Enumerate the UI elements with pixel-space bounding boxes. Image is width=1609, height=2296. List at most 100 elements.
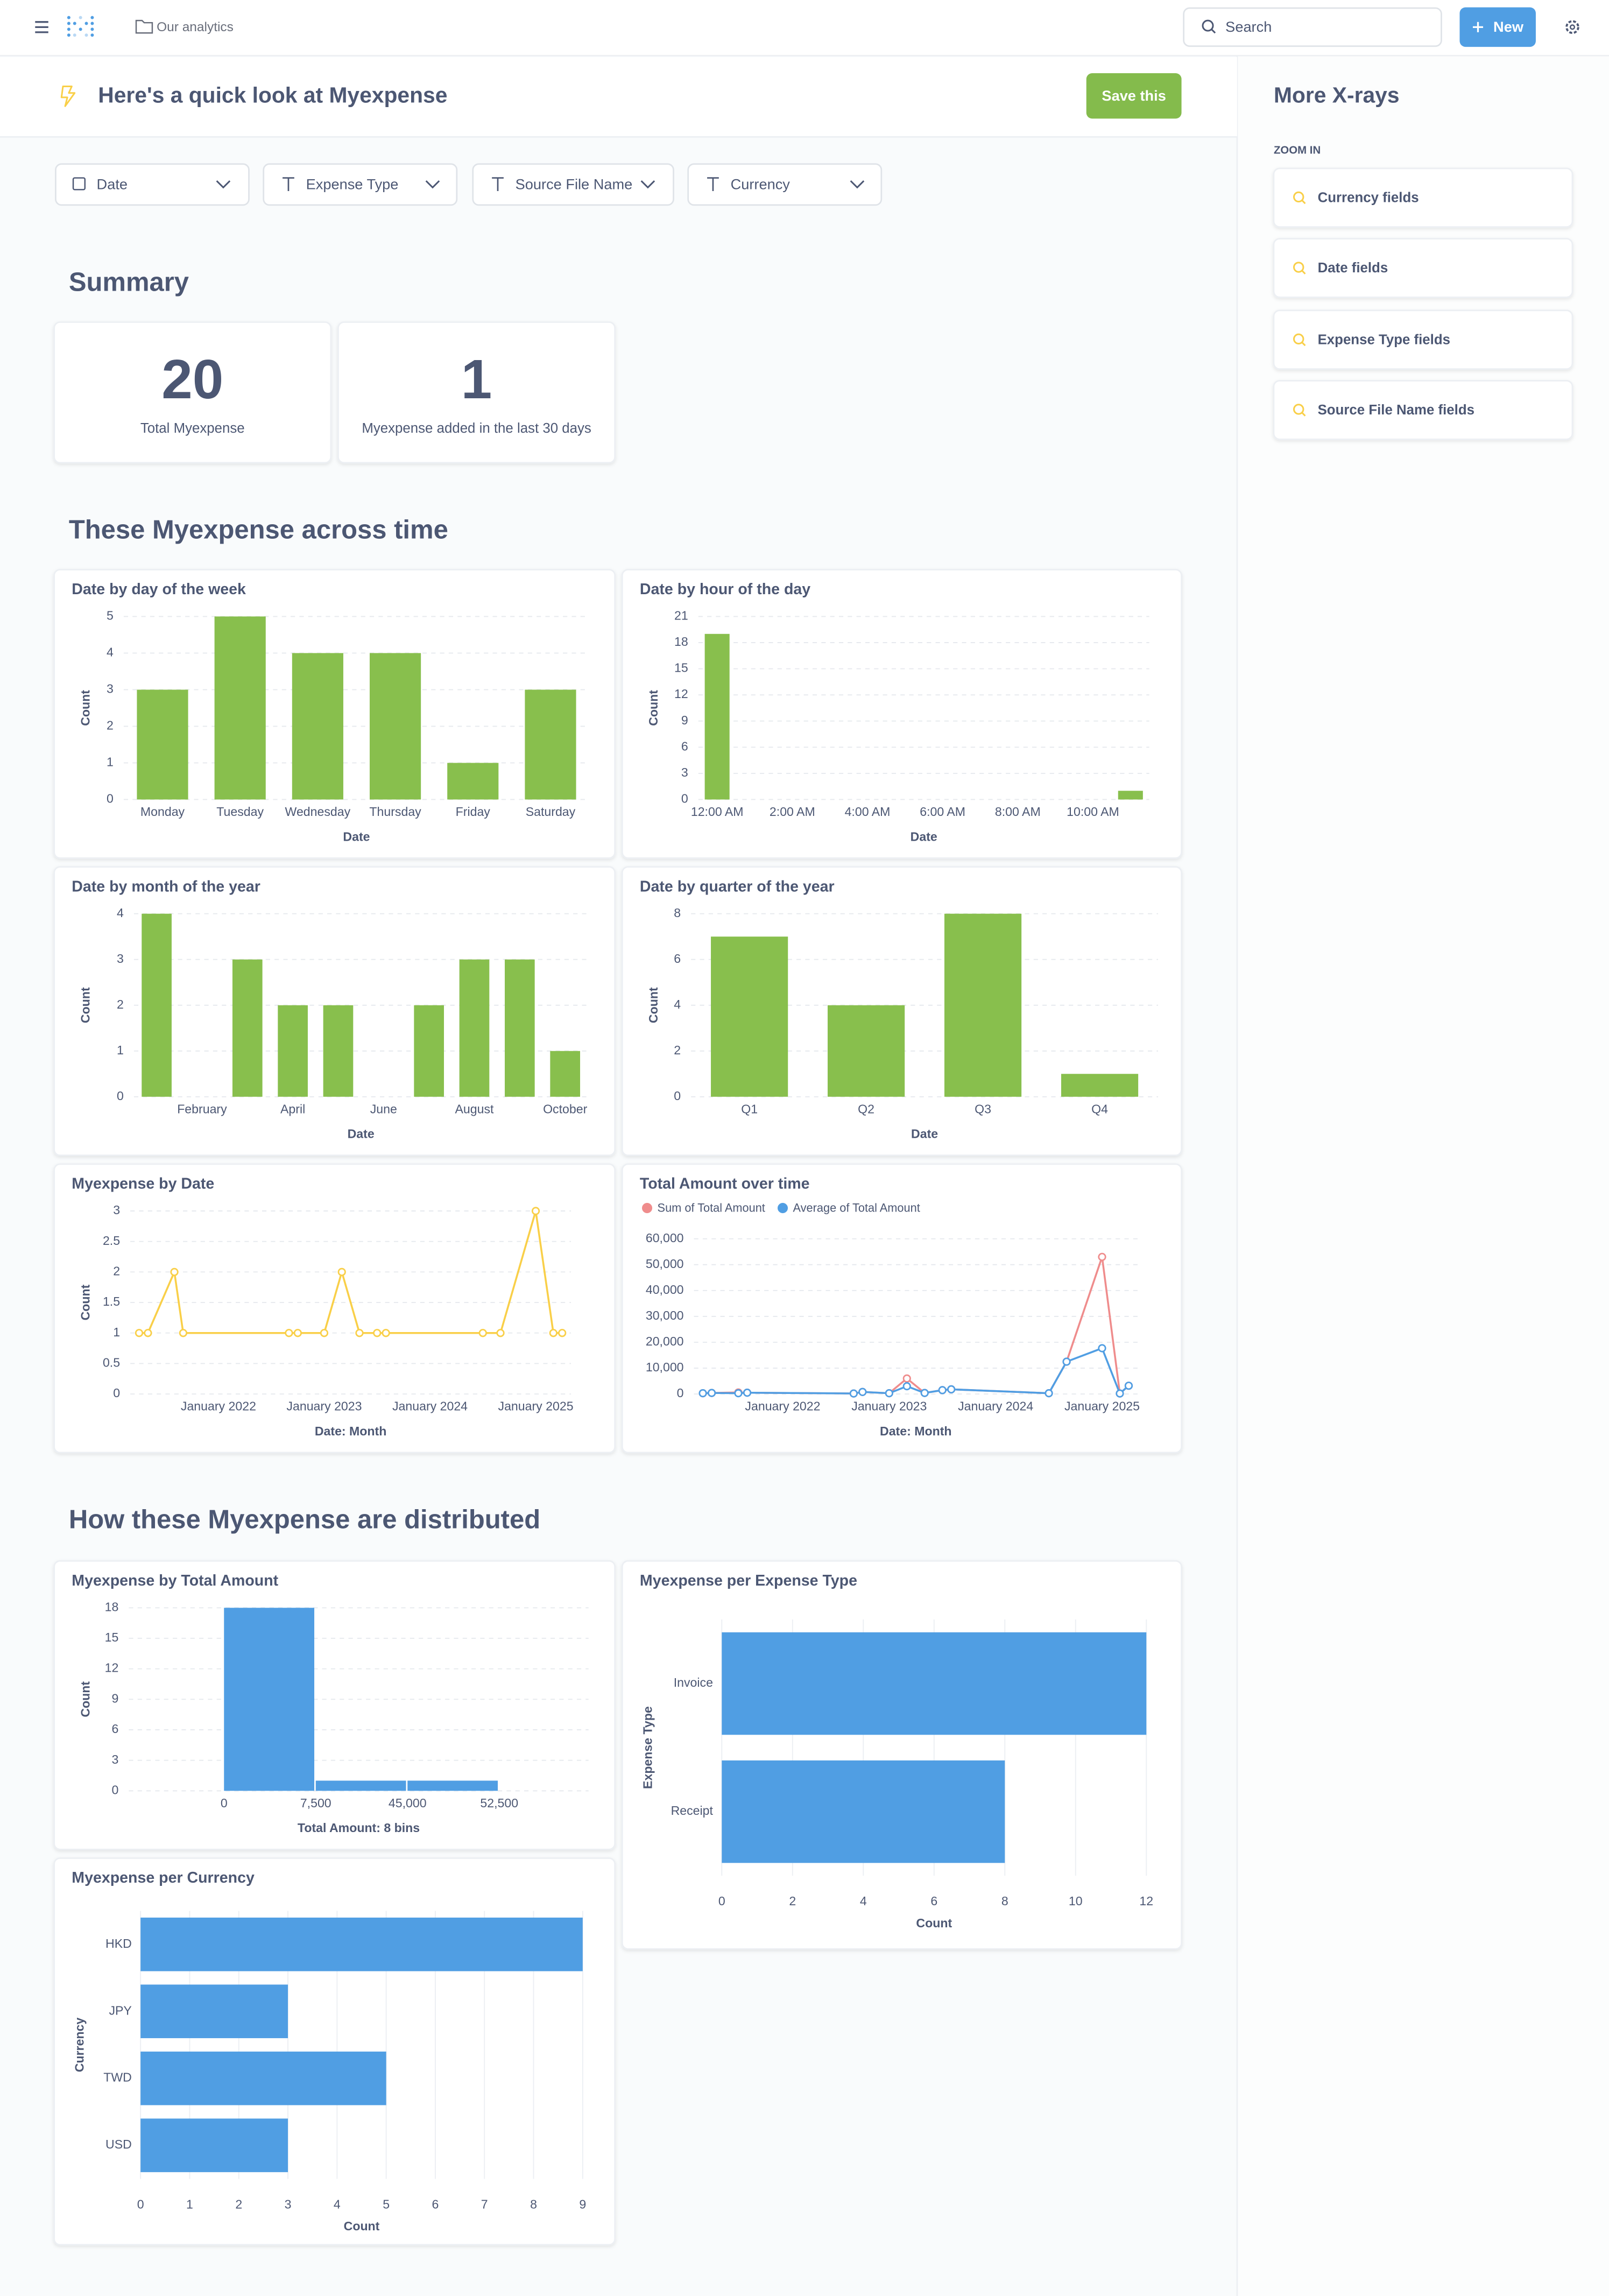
y-tick-label: 2.5 <box>103 1234 120 1248</box>
x-tick-label: Q4 <box>1091 1102 1108 1116</box>
chart-card: Date by hour of the day Count Date 0 3 6 9 12 15… <box>621 568 1182 859</box>
point <box>1116 1389 1124 1398</box>
y-tick-label: 2 <box>117 997 124 1011</box>
y-tick-label: 0 <box>117 1089 124 1103</box>
legend-swatch <box>642 1203 653 1214</box>
y-tick-label: 5 <box>107 609 114 623</box>
point <box>373 1329 382 1337</box>
folder-icon <box>135 19 153 34</box>
card-background <box>621 1163 1182 1454</box>
x-tick-label: February <box>177 1102 227 1116</box>
x-axis-label: Date <box>911 1127 938 1141</box>
xray-item[interactable]: Currency fields <box>1273 167 1573 228</box>
filter[interactable]: Date <box>55 163 250 206</box>
point <box>293 1329 302 1337</box>
x-axis-label: Date <box>348 1127 375 1141</box>
x-tick-label: June <box>370 1102 397 1116</box>
x-tick-label: 1 <box>186 2197 193 2211</box>
y-tick-label: 50,000 <box>646 1257 684 1271</box>
x-tick-label: January 2024 <box>392 1399 468 1413</box>
bar <box>944 913 1022 1097</box>
y-tick-label: 18 <box>674 635 688 649</box>
x-tick-label: 2 <box>789 1894 796 1908</box>
x-tick-label: 6:00 AM <box>920 805 965 819</box>
y-axis-label: Count <box>646 690 660 726</box>
bar <box>214 616 266 800</box>
x-axis-label: Total Amount: 8 bins <box>298 1821 420 1835</box>
settings-icon[interactable] <box>1565 20 1579 34</box>
point <box>947 1385 956 1394</box>
xray-item[interactable]: Source File Name fields <box>1273 380 1573 440</box>
sidebar-title: More X-rays <box>1274 82 1400 107</box>
xray-card <box>1273 380 1573 440</box>
new-button[interactable] <box>1459 7 1536 47</box>
scalar-value: 20 <box>161 348 223 410</box>
x-tick-label: August <box>455 1102 495 1116</box>
point <box>902 1374 911 1383</box>
filter[interactable]: Currency <box>687 163 883 206</box>
y-tick-label: 0 <box>677 1386 684 1400</box>
y-axis-label: Count <box>79 1284 93 1320</box>
y-tick-label: 20,000 <box>646 1334 684 1348</box>
y-tick-label: 9 <box>681 713 688 727</box>
filter[interactable]: Source File Name <box>472 163 674 206</box>
bar <box>550 1051 581 1097</box>
line <box>703 1347 1130 1396</box>
menu-icon[interactable] <box>35 21 48 33</box>
chart-card: Myexpense per Currency Currency Count 0 1 2 3 4… <box>53 1857 616 2246</box>
card-background <box>53 1560 616 1850</box>
card-background <box>53 1857 616 2246</box>
y-tick-label: 9 <box>112 1691 119 1705</box>
x-tick-label: Q2 <box>858 1102 874 1116</box>
logo[interactable] <box>67 16 94 37</box>
point <box>885 1389 893 1398</box>
filter[interactable]: Expense Type <box>263 163 458 206</box>
y-tick-label: 8 <box>674 906 681 920</box>
xray-card <box>1273 167 1573 228</box>
bar <box>407 1780 498 1791</box>
point <box>858 1388 867 1396</box>
y-tick-label: TWD <box>103 2070 132 2084</box>
xray-label: Source File Name fields <box>1318 403 1474 418</box>
scalar-card <box>337 321 616 464</box>
y-tick-label: 1 <box>117 1043 124 1057</box>
point <box>144 1329 152 1337</box>
chart-title: Myexpense per Currency <box>72 1869 255 1886</box>
search-box[interactable] <box>1183 7 1442 47</box>
x-axis-label: Date: Month <box>880 1424 952 1438</box>
x-tick-label: 8 <box>530 2197 537 2211</box>
xray-item[interactable]: Date fields <box>1273 238 1573 298</box>
plus-icon <box>1472 22 1484 32</box>
x-tick-label: January 2022 <box>181 1399 256 1413</box>
bar <box>292 653 343 800</box>
card-background <box>621 1560 1182 1950</box>
x-tick-label: 10:00 AM <box>1067 805 1119 819</box>
y-tick-label: 6 <box>674 952 681 966</box>
x-tick-label: 2:00 AM <box>770 805 815 819</box>
breadcrumb[interactable]: Our analytics <box>157 20 234 34</box>
xray-label: Currency fields <box>1318 190 1419 205</box>
bar <box>315 1780 406 1791</box>
x-tick-label: 4:00 AM <box>845 805 891 819</box>
x-tick-label: 12:00 AM <box>691 805 744 819</box>
point <box>531 1207 540 1215</box>
point <box>849 1389 858 1398</box>
zoom-icon-handle <box>1301 342 1306 347</box>
search-icon <box>1202 19 1214 32</box>
y-tick-label: 3 <box>113 1203 120 1217</box>
save-button[interactable] <box>1086 73 1182 119</box>
y-tick-label: 0.5 <box>103 1355 120 1369</box>
xray-label: Date fields <box>1318 260 1388 276</box>
chart-title: Date by quarter of the year <box>640 878 835 895</box>
point <box>558 1329 567 1337</box>
header <box>0 57 1237 137</box>
x-tick-label: April <box>280 1102 305 1116</box>
x-tick-label: 9 <box>579 2197 586 2211</box>
y-tick-label: 15 <box>105 1630 119 1644</box>
xray-item[interactable]: Expense Type fields <box>1273 309 1573 370</box>
section-title: Summary <box>69 268 189 297</box>
x-tick-label: January 2025 <box>1064 1399 1140 1413</box>
x-tick-label: 8 <box>1001 1894 1008 1908</box>
scalar-value: 1 <box>461 348 492 410</box>
